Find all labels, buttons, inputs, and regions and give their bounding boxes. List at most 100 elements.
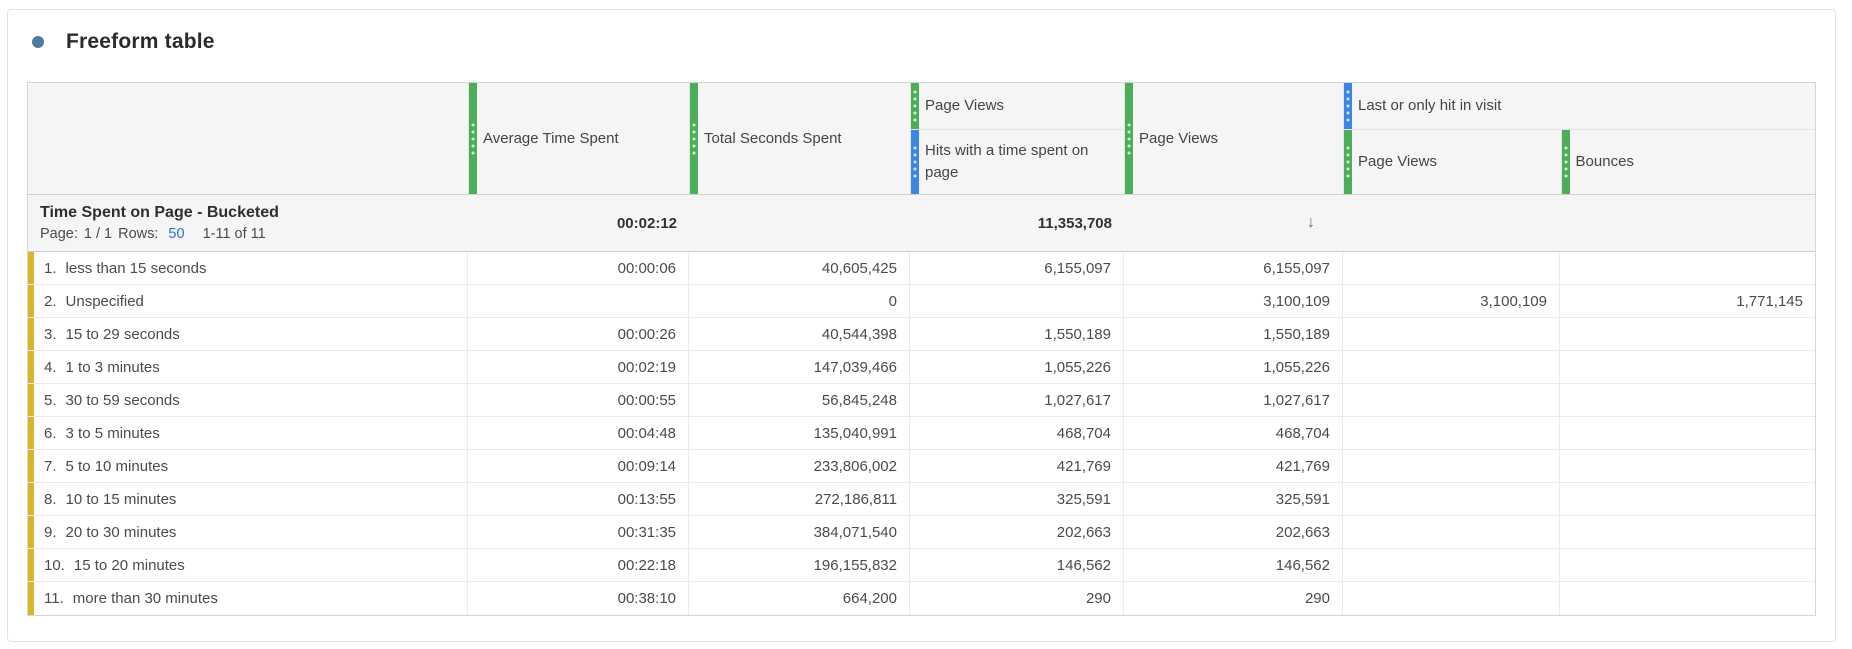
total-average-time-spent: 00:02:12 (616, 214, 677, 232)
table-row: 9. 20 to 30 minutes 00:31:35 384,071,540… (28, 516, 1815, 549)
cell-average-time-spent: 00:09:14 (468, 450, 689, 482)
cell-page-views: 1,550,189 (1124, 318, 1343, 350)
cell-bounces (1560, 252, 1815, 284)
metric-header-page-views[interactable]: Page Views (911, 83, 1124, 130)
cell-page-views: 421,769 (1124, 450, 1343, 482)
cell-page-views: 1,055,226 (1124, 351, 1343, 383)
cell-page-views: 1,027,617 (1124, 384, 1343, 416)
segment-header-hits-with-time[interactable]: Hits with a time spent on page (911, 130, 1124, 194)
rows-per-page-select[interactable]: 50 (168, 226, 185, 242)
cell-last-hit-page-views (1343, 483, 1560, 515)
dimension-value-cell[interactable]: 1. less than 15 seconds (28, 252, 468, 284)
cell-average-time-spent: 00:00:06 (468, 252, 689, 284)
table-row: 6. 3 to 5 minutes 00:04:48 135,040,991 4… (28, 417, 1815, 450)
freeform-table: Average Time Spent Total Seconds Spent P… (27, 82, 1816, 616)
table-body: 1. less than 15 seconds 00:00:06 40,605,… (28, 252, 1815, 615)
total-group-page-views (1343, 195, 1560, 251)
row-label: 10 to 15 minutes (65, 490, 177, 508)
drag-handle-icon[interactable] (469, 83, 477, 194)
panel-header: Freeform table (32, 30, 215, 54)
dimension-value-cell[interactable]: 7. 5 to 10 minutes (28, 450, 468, 482)
cell-bounces (1560, 582, 1815, 615)
row-rank: 5. (44, 391, 57, 409)
dimension-value-cell[interactable]: 6. 3 to 5 minutes (28, 417, 468, 449)
segment-label: Hits with a time spent on page (925, 142, 1089, 181)
cell-hits-with-time: 146,562 (910, 549, 1124, 581)
column-header-total-seconds-spent[interactable]: Total Seconds Spent (689, 83, 910, 194)
dimension-summary-cell: Time Spent on Page - Bucketed Page: 1 / … (28, 195, 468, 251)
drag-handle-icon[interactable] (911, 83, 919, 129)
panel-title: Freeform table (66, 30, 215, 53)
total-total-seconds (689, 195, 910, 251)
cell-total-seconds-spent: 40,605,425 (689, 252, 910, 284)
row-label: less than 15 seconds (65, 259, 207, 277)
column-header-page-views[interactable]: Page Views (1124, 83, 1343, 194)
dimension-value-cell[interactable]: 3. 15 to 29 seconds (28, 318, 468, 350)
dimension-value-cell[interactable]: 9. 20 to 30 minutes (28, 516, 468, 548)
cell-last-hit-page-views (1343, 549, 1560, 581)
dimension-value-cell[interactable]: 8. 10 to 15 minutes (28, 483, 468, 515)
segment-label: Last or only hit in visit (1358, 97, 1502, 115)
cell-hits-with-time: 1,055,226 (910, 351, 1124, 383)
summary-row: Time Spent on Page - Bucketed Page: 1 / … (28, 195, 1815, 252)
table-header-row: Average Time Spent Total Seconds Spent P… (28, 83, 1815, 195)
cell-average-time-spent: 00:00:26 (468, 318, 689, 350)
freeform-table-panel: Freeform table Average Time Spent Total … (7, 9, 1836, 642)
row-rank: 11. (44, 590, 64, 607)
cell-page-views: 325,591 (1124, 483, 1343, 515)
dimension-value-cell[interactable]: 11. more than 30 minutes (28, 582, 468, 615)
drag-handle-icon[interactable] (1561, 130, 1570, 194)
segment-header-last-or-only-hit[interactable]: Last or only hit in visit (1344, 83, 1815, 130)
cell-average-time-spent: 00:02:19 (468, 351, 689, 383)
row-label: more than 30 minutes (72, 590, 218, 607)
row-rank: 9. (44, 523, 57, 541)
cell-page-views: 468,704 (1124, 417, 1343, 449)
metric-label: Bounces (1575, 153, 1634, 171)
drag-handle-icon[interactable] (1125, 83, 1133, 194)
cell-total-seconds-spent: 147,039,466 (689, 351, 910, 383)
cell-page-views: 202,663 (1124, 516, 1343, 548)
cell-bounces (1560, 450, 1815, 482)
row-label: 20 to 30 minutes (65, 523, 177, 541)
cell-average-time-spent (468, 285, 689, 317)
cell-bounces (1560, 384, 1815, 416)
cell-last-hit-page-views (1343, 516, 1560, 548)
cell-page-views: 290 (1124, 582, 1343, 615)
row-label: 15 to 29 seconds (65, 325, 180, 343)
column-header-bounces[interactable]: Bounces (1560, 130, 1815, 194)
dimension-value-cell[interactable]: 2. Unspecified (28, 285, 468, 317)
row-label: 1 to 3 minutes (65, 358, 160, 376)
column-header-pageviews-with-segment[interactable]: Page Views Hits with a time spent on pag… (910, 83, 1124, 194)
cell-total-seconds-spent: 40,544,398 (689, 318, 910, 350)
cell-total-seconds-spent: 664,200 (689, 582, 910, 615)
column-header-average-time-spent[interactable]: Average Time Spent (468, 83, 689, 194)
row-label: 30 to 59 seconds (65, 391, 180, 409)
dimension-header-spacer (28, 83, 468, 194)
row-rank: 7. (44, 457, 57, 475)
panel-bullet-icon (32, 36, 44, 48)
drag-handle-icon[interactable] (690, 83, 698, 194)
drag-handle-icon[interactable] (1344, 130, 1352, 194)
row-rank: 8. (44, 490, 57, 508)
sort-cell: ↓ (1124, 195, 1343, 251)
total-bounces (1560, 195, 1815, 251)
drag-handle-icon[interactable] (911, 130, 919, 194)
cell-page-views: 3,100,109 (1124, 285, 1343, 317)
pagination: Page: 1 / 1 Rows: 50 1-11 of 11 (40, 226, 266, 242)
cell-bounces (1560, 351, 1815, 383)
cell-average-time-spent: 00:31:35 (468, 516, 689, 548)
dimension-value-cell[interactable]: 10. 15 to 20 minutes (28, 549, 468, 581)
sort-descending-icon[interactable]: ↓ (1307, 214, 1315, 231)
cell-total-seconds-spent: 196,155,832 (689, 549, 910, 581)
row-label: 5 to 10 minutes (65, 457, 169, 475)
dimension-value-cell[interactable]: 5. 30 to 59 seconds (28, 384, 468, 416)
cell-average-time-spent: 00:38:10 (468, 582, 689, 615)
column-header-group-page-views[interactable]: Page Views (1344, 130, 1561, 194)
cell-hits-with-time (910, 285, 1124, 317)
dimension-value-cell[interactable]: 4. 1 to 3 minutes (28, 351, 468, 383)
table-row: 4. 1 to 3 minutes 00:02:19 147,039,466 1… (28, 351, 1815, 384)
cell-last-hit-page-views (1343, 582, 1560, 615)
drag-handle-icon[interactable] (1344, 83, 1352, 129)
dimension-name[interactable]: Time Spent on Page - Bucketed (40, 204, 279, 221)
column-header-label: Total Seconds Spent (704, 129, 842, 147)
